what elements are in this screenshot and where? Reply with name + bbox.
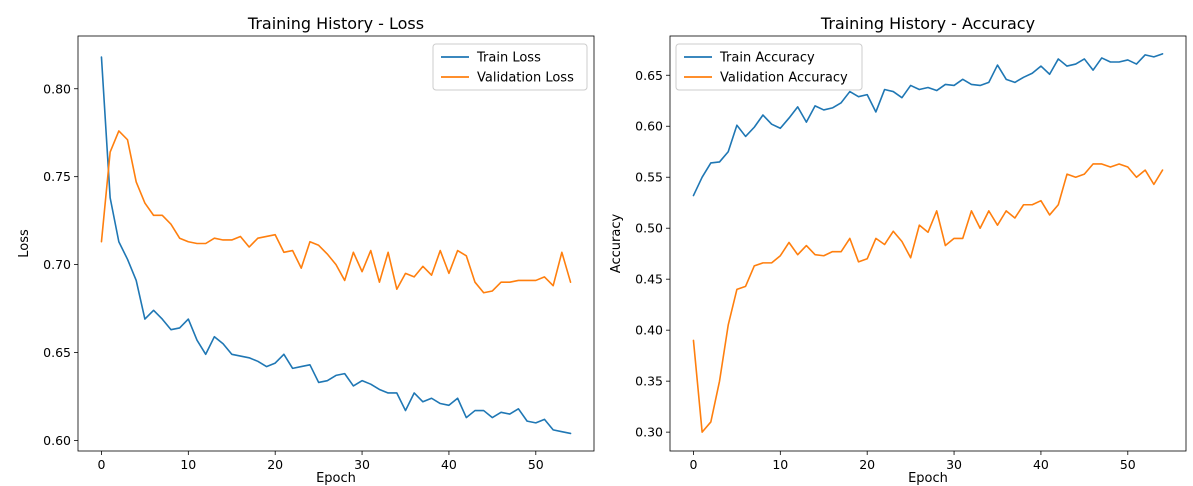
chart-title: Training History - Loss — [247, 14, 424, 33]
chart-loss: 0 10 20 30 40 50 0.60 0.65 0.70 0.75 0.80 Training … — [17, 14, 595, 486]
y-tick-label: 0.55 — [635, 170, 663, 185]
chart-title: Training History - Accuracy — [820, 14, 1035, 33]
series-line-train-accuracy — [692, 53, 1164, 197]
x-tick-label: 20 — [267, 457, 283, 472]
y-tick-label: 0.80 — [43, 81, 71, 96]
x-tick-label: 40 — [1033, 457, 1049, 472]
y-axis-label: Accuracy — [609, 214, 624, 274]
y-tick-label: 0.60 — [635, 119, 663, 134]
x-tick-label: 0 — [97, 457, 105, 472]
x-axis-label: Epoch — [316, 471, 356, 486]
x-tick-label: 50 — [1120, 457, 1136, 472]
y-tick-label: 0.45 — [635, 272, 663, 287]
y-axis-label: Loss — [17, 229, 32, 258]
y-tick-label: 0.65 — [43, 345, 71, 360]
legend-label: Train Loss — [476, 51, 541, 66]
series-line-train-loss — [100, 56, 572, 435]
x-tick-label: 10 — [180, 457, 196, 472]
legend: Train Loss Validation Loss — [432, 43, 588, 91]
y-tick-label: 0.50 — [635, 221, 663, 236]
x-tick-label: 30 — [354, 457, 370, 472]
y-tick-label: 0.35 — [635, 374, 663, 389]
x-axis-label: Epoch — [908, 471, 948, 486]
plot-frame — [77, 35, 595, 452]
legend-box — [432, 43, 588, 91]
legend-label: Validation Loss — [477, 71, 574, 86]
legend-label: Validation Accuracy — [720, 71, 848, 86]
y-tick-label: 0.70 — [43, 257, 71, 272]
y-tick-label: 0.75 — [43, 169, 71, 184]
x-tick-label: 40 — [441, 457, 457, 472]
series-line-validation-loss — [100, 130, 572, 294]
x-tick-label: 50 — [528, 457, 544, 472]
y-tick-label: 0.30 — [635, 425, 663, 440]
y-tick-label: 0.65 — [635, 68, 663, 83]
x-tick-label: 30 — [946, 457, 962, 472]
x-tick-label: 0 — [689, 457, 697, 472]
x-tick-label: 20 — [859, 457, 875, 472]
chart-accuracy: 0 10 20 30 40 50 0.30 0.35 0.40 0.45 0.50 0.55 0.60 0… — [609, 14, 1187, 486]
y-tick-label: 0.60 — [43, 433, 71, 448]
plot-frame — [669, 35, 1187, 452]
series-line-validation-accuracy — [692, 163, 1164, 433]
legend: Train Accuracy Validation Accuracy — [675, 43, 863, 91]
y-tick-label: 0.40 — [635, 323, 663, 338]
legend-box — [675, 43, 863, 91]
legend-label: Train Accuracy — [719, 51, 815, 66]
x-tick-label: 10 — [772, 457, 788, 472]
